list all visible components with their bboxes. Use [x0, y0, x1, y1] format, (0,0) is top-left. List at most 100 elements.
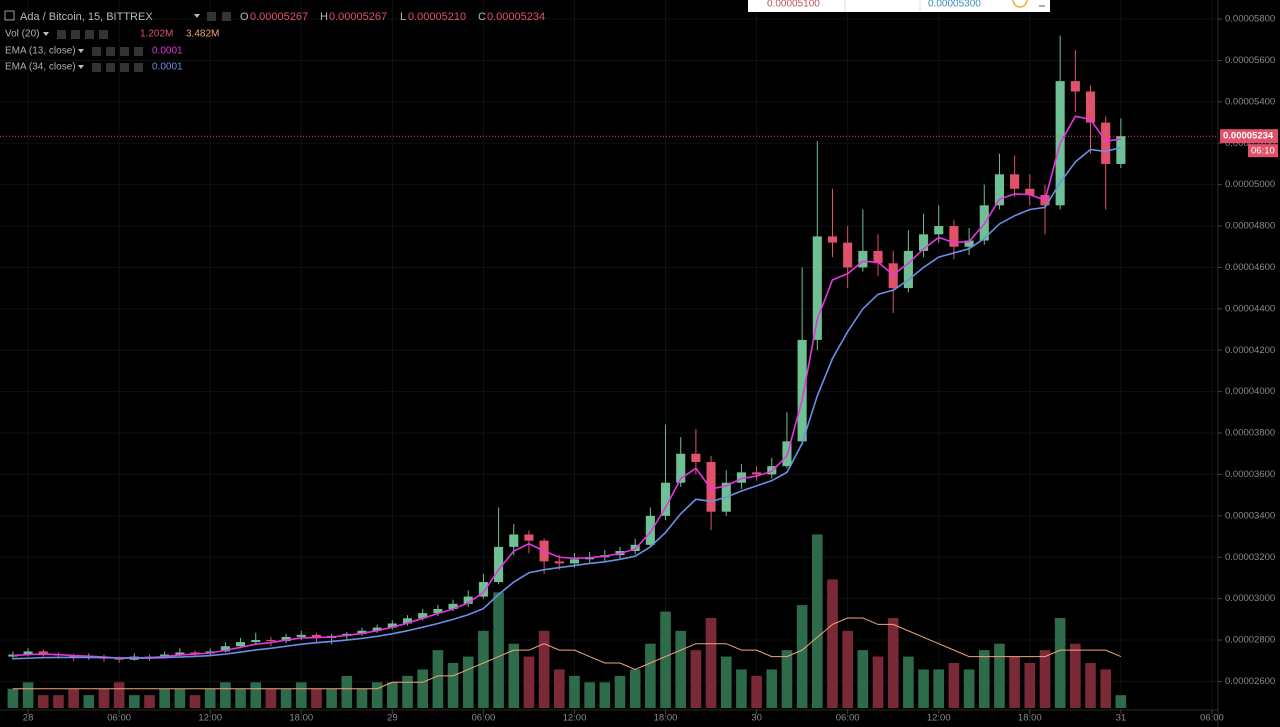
- x-tick-label: 31: [1116, 713, 1127, 724]
- candle-body: [387, 623, 397, 628]
- candle-body: [949, 226, 959, 247]
- x-tick-label: 12:00: [927, 713, 951, 724]
- candle-body: [266, 640, 276, 642]
- dropdown[interactable]: [78, 65, 84, 69]
- x-tick-label: 12:00: [198, 713, 222, 724]
- candle-body: [311, 634, 322, 638]
- volume-bar: [98, 688, 110, 708]
- candle-body: [296, 634, 306, 637]
- icon[interactable]: [207, 12, 216, 21]
- icon[interactable]: [85, 30, 94, 39]
- volume-bar: [37, 695, 49, 708]
- volume-bar: [189, 695, 201, 708]
- widget-icon[interactable]: [1012, 0, 1028, 8]
- candle-body: [919, 234, 929, 251]
- candle-body: [175, 652, 185, 655]
- candle-body: [827, 236, 838, 243]
- volume-bar: [1115, 695, 1127, 708]
- candle-body: [1101, 122, 1111, 164]
- volume-bar: [614, 675, 626, 708]
- candle-body: [797, 339, 807, 442]
- icon[interactable]: [120, 63, 129, 72]
- ema-legend: EMA (13, close): [5, 46, 76, 57]
- volume-bar: [857, 650, 869, 708]
- candle-body: [994, 174, 1004, 206]
- c-value: 0.00005234: [487, 11, 545, 23]
- icon[interactable]: [57, 30, 66, 39]
- volume-bar: [978, 650, 990, 708]
- ema-line: [12, 115, 1121, 659]
- dropdown[interactable]: [78, 49, 84, 53]
- candle-body: [494, 546, 504, 583]
- volume-bar: [645, 643, 656, 708]
- y-tick-label: 0.00005200: [1225, 138, 1275, 149]
- icon[interactable]: [106, 63, 115, 72]
- candle-body: [1116, 136, 1126, 164]
- volume-bar: [265, 688, 277, 708]
- candle-body: [858, 250, 868, 268]
- icon[interactable]: [106, 47, 115, 56]
- candle-body: [372, 627, 382, 631]
- volume-bar: [493, 592, 504, 708]
- icon[interactable]: [92, 47, 101, 56]
- y-tick-label: 0.00003000: [1225, 593, 1275, 604]
- volume-bar: [235, 688, 246, 708]
- candle-body: [888, 263, 898, 289]
- volume-bar: [508, 643, 520, 708]
- candle-body: [38, 651, 48, 655]
- candle-body: [964, 240, 974, 247]
- candle-body: [706, 462, 716, 512]
- icon[interactable]: [134, 63, 143, 72]
- candle-body: [478, 582, 488, 597]
- volume-bar: [812, 534, 823, 708]
- bid-price[interactable]: 0.00005100: [767, 0, 820, 10]
- ask-price[interactable]: 0.00005300: [928, 0, 981, 10]
- grid: [0, 0, 1218, 710]
- y-tick-label: 0.00005400: [1225, 96, 1275, 107]
- icon[interactable]: [120, 47, 129, 56]
- icon[interactable]: [71, 30, 80, 39]
- candle-body: [1010, 174, 1020, 189]
- order-widget[interactable]: [748, 0, 1050, 12]
- volume-bar: [417, 669, 429, 708]
- candle-body: [524, 534, 534, 541]
- o-label: O: [240, 11, 249, 23]
- candle-body: [69, 655, 79, 658]
- candle-body: [433, 608, 443, 614]
- l-value: 0.00005210: [408, 11, 466, 23]
- candle-body: [660, 482, 671, 516]
- candle-body: [1025, 188, 1035, 195]
- dropdown[interactable]: [43, 32, 49, 36]
- icon[interactable]: [99, 30, 108, 39]
- candle-body: [236, 642, 246, 647]
- candle-body: [448, 603, 458, 609]
- candle-body: [903, 250, 913, 289]
- icon[interactable]: [92, 63, 101, 72]
- candle-body: [645, 515, 655, 545]
- candle-body: [190, 652, 200, 654]
- candle-body: [873, 250, 883, 264]
- volume-ma-value: 3.482M: [186, 29, 219, 40]
- candle-body: [463, 596, 473, 604]
- volume-bar: [584, 682, 595, 708]
- last-price-label: 0.00005234: [1223, 131, 1274, 142]
- x-tick-label: 06:00: [1200, 713, 1224, 724]
- candle-body: [281, 636, 291, 642]
- volume-bar: [371, 682, 383, 708]
- volume-bar: [599, 682, 611, 708]
- icon[interactable]: [222, 12, 231, 21]
- volume-bar: [387, 682, 398, 708]
- volume-bar: [933, 669, 945, 708]
- volume-ma-line: [12, 617, 1122, 690]
- candle-body: [509, 534, 519, 547]
- volume-bar: [538, 630, 550, 708]
- volume-bar: [781, 650, 793, 708]
- icon[interactable]: [134, 47, 143, 56]
- volume-bar: [660, 611, 671, 708]
- symbol-title: Ada / Bitcoin, 15, BITTREX: [20, 11, 153, 23]
- o-value: 0.00005267: [250, 11, 308, 23]
- dropdown[interactable]: [194, 14, 200, 18]
- volume-bar: [129, 695, 140, 708]
- collapse-icon[interactable]: [4, 10, 15, 21]
